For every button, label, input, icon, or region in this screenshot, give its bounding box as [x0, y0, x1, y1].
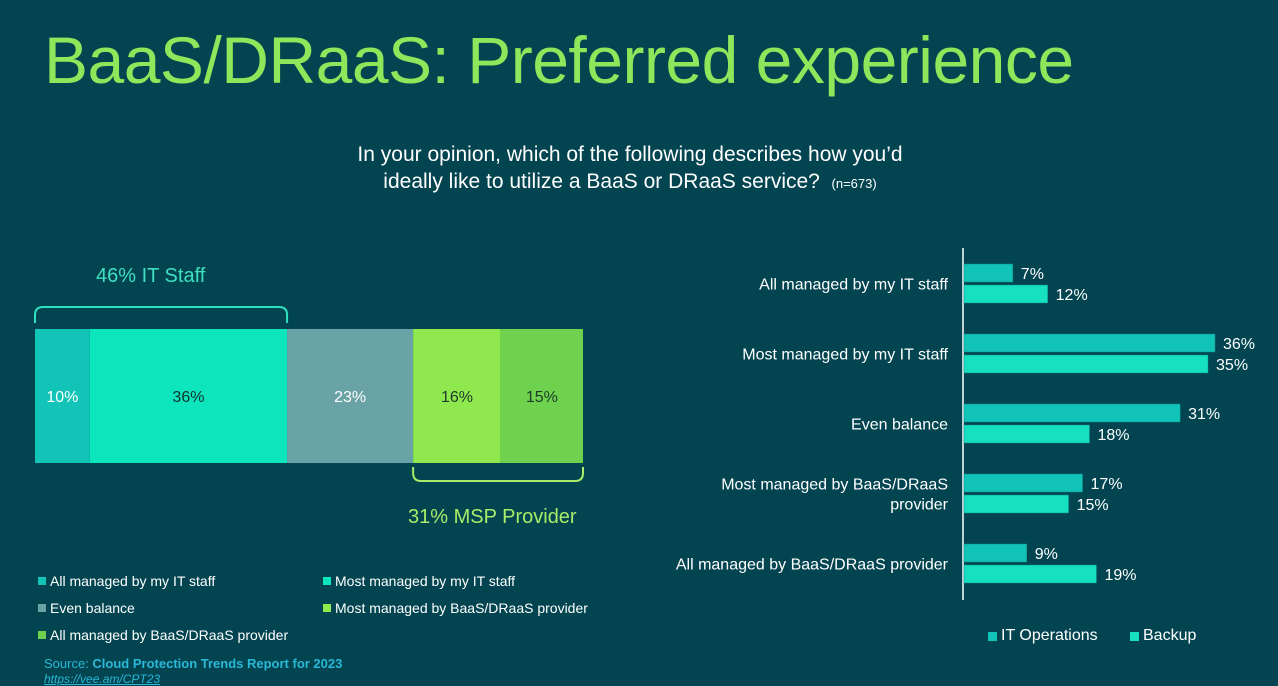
- legend-label: Backup: [1143, 627, 1197, 644]
- msp-brace-label: 31% MSP Provider: [408, 506, 577, 528]
- legend-label: Most managed by my IT staff: [335, 573, 516, 589]
- source-prefix: Source:: [44, 656, 93, 671]
- legend-label: All managed by BaaS/DRaaS provider: [50, 627, 289, 643]
- bar-data-label: 35%: [1216, 357, 1248, 374]
- bar-data-label: 19%: [1104, 567, 1136, 584]
- stacked-segment: [413, 329, 501, 463]
- legend-item-most-it: Most managed by my IT staff: [323, 573, 515, 589]
- msp-brace: [412, 467, 584, 482]
- question-line-2: ideally like to utilize a BaaS or DRaaS …: [383, 170, 820, 193]
- it-staff-brace: [34, 306, 289, 323]
- bar-data-label: 18%: [1098, 427, 1130, 444]
- legend-swatch: [1130, 631, 1139, 641]
- stacked-segment: [500, 329, 583, 463]
- stacked-segment: [287, 329, 414, 463]
- legend-item-all-provider: All managed by BaaS/DRaaS provider: [38, 627, 288, 643]
- legend-swatch: [38, 577, 46, 585]
- stacked-segment-label: 36%: [172, 389, 204, 406]
- it-operations-bar: [963, 543, 1027, 563]
- legend-item-it-operations: IT Operations: [988, 627, 1098, 645]
- it-operations-bar: [963, 333, 1216, 353]
- source-url[interactable]: https://vee.am/CPT23: [44, 672, 161, 686]
- legend-label: IT Operations: [1001, 627, 1098, 644]
- legend-item-even: Even balance: [38, 600, 135, 616]
- backup-bar: [963, 564, 1097, 584]
- legend-item-backup: Backup: [1130, 627, 1196, 645]
- bar-data-label: 17%: [1091, 476, 1123, 493]
- category-label: All managed by my IT staff: [759, 277, 948, 294]
- legend-label: Even balance: [50, 600, 135, 616]
- stacked-segment: [89, 329, 288, 463]
- backup-bar: [963, 284, 1048, 304]
- category-label: Most managed by BaaS/DRaaS: [721, 477, 948, 494]
- it-operations-bar: [963, 403, 1181, 423]
- stacked-segment-label: 16%: [441, 389, 473, 406]
- stacked-segment: [35, 329, 90, 463]
- question-line-1: In your opinion, which of the following …: [357, 143, 903, 166]
- legend-item-all-it: All managed by my IT staff: [38, 573, 215, 589]
- bar-data-label: 12%: [1056, 287, 1088, 304]
- it-operations-bar: [963, 263, 1014, 283]
- backup-bar: [963, 424, 1090, 444]
- page-title: BaaS/DRaaS: Preferred experience: [44, 23, 1074, 97]
- legend-label: All managed by my IT staff: [50, 573, 216, 589]
- category-label: Most managed by my IT staff: [742, 347, 948, 364]
- bar-data-label: 9%: [1035, 546, 1058, 563]
- stacked-segment-label: 23%: [334, 389, 366, 406]
- bar-data-label: 31%: [1188, 406, 1220, 423]
- sample-size: (n=673): [831, 176, 877, 191]
- stacked-segment-label: 10%: [46, 389, 78, 406]
- category-label: All managed by BaaS/DRaaS provider: [676, 557, 949, 574]
- it-operations-bar: [963, 473, 1083, 493]
- legend-label: Most managed by BaaS/DRaaS provider: [335, 600, 588, 616]
- backup-bar: [963, 494, 1069, 514]
- bar-data-label: 15%: [1077, 497, 1109, 514]
- source-credit: Source: Cloud Protection Trends Report f…: [44, 656, 342, 671]
- legend-swatch: [323, 577, 331, 585]
- legend-swatch: [38, 631, 46, 639]
- source-name: Cloud Protection Trends Report for 2023: [92, 656, 343, 671]
- legend-swatch: [38, 604, 46, 612]
- legend-swatch: [988, 631, 997, 641]
- survey-question: In your opinion, which of the following …: [250, 141, 1010, 197]
- legend-item-most-provider: Most managed by BaaS/DRaaS provider: [323, 600, 588, 616]
- stacked-segment-label: 15%: [526, 389, 558, 406]
- it-staff-brace-label: 46% IT Staff: [96, 265, 206, 287]
- legend-swatch: [323, 604, 331, 612]
- backup-bar: [963, 354, 1209, 374]
- category-label: provider: [890, 497, 948, 514]
- bar-data-label: 36%: [1223, 336, 1255, 353]
- bar-data-label: 7%: [1021, 266, 1044, 283]
- category-label: Even balance: [851, 417, 948, 434]
